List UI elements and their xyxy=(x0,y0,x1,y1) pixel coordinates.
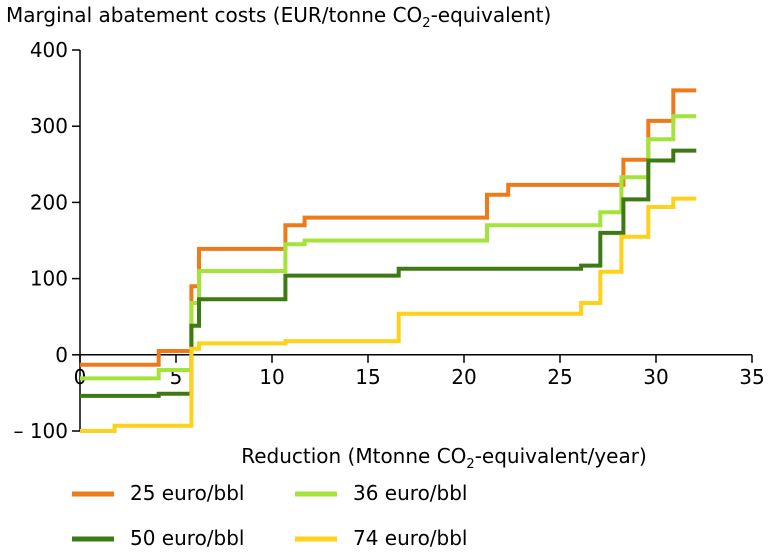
series-line-74-euro-bbl xyxy=(80,196,697,433)
x-tick-label: 35 xyxy=(739,365,764,389)
y-tick-label: 300 xyxy=(30,114,68,138)
x-axis-title-sub: 2 xyxy=(466,457,474,472)
legend-label-36-euro-bbl: 36 euro/bbl xyxy=(353,481,468,505)
legend-label-50-euro-bbl: 50 euro/bbl xyxy=(130,526,245,550)
y-tick-label: 400 xyxy=(30,38,68,62)
series-line-25-euro-bbl xyxy=(80,88,697,367)
legend-label-25-euro-bbl: 25 euro/bbl xyxy=(130,481,245,505)
y-axis-title-main: Marginal abatement costs (EUR/tonne CO xyxy=(6,3,422,27)
y-tick-label: – 100 xyxy=(13,419,68,443)
x-tick-label: 10 xyxy=(259,365,284,389)
y-tick-label: 200 xyxy=(30,190,68,214)
y-tick-label: 100 xyxy=(30,267,68,291)
legend-label-74-euro-bbl: 74 euro/bbl xyxy=(353,526,468,550)
y-tick-label: 0 xyxy=(55,343,68,367)
legend: 25 euro/bbl 36 euro/bbl 50 euro/bbl 74 euro… xyxy=(72,481,468,550)
x-tick-label: 25 xyxy=(547,365,572,389)
x-tick-label: 15 xyxy=(355,365,380,389)
y-axis-title-sub: 2 xyxy=(422,16,430,31)
x-axis-title-main: Reduction (Mtonne CO xyxy=(241,444,466,468)
y-axis-title: Marginal abatement costs (EUR/tonne CO2-… xyxy=(6,3,551,31)
x-tick-label: 20 xyxy=(451,365,476,389)
x-axis-title-tail: -equivalent/year) xyxy=(475,444,647,468)
x-tick-label: 30 xyxy=(643,365,668,389)
y-axis-title-tail: -equivalent) xyxy=(431,3,552,27)
x-axis-title: Reduction (Mtonne CO2-equivalent/year) xyxy=(241,444,647,472)
series-line-36-euro-bbl xyxy=(80,114,697,381)
